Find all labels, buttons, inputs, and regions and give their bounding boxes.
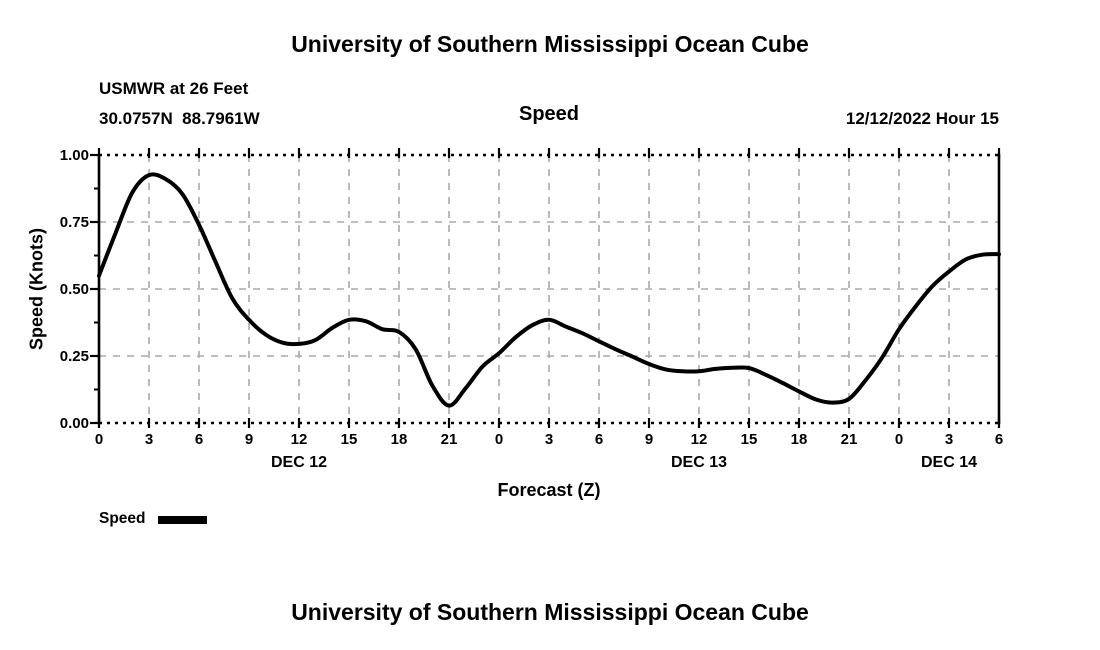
y-axis-title: Speed (Knots) <box>26 227 47 351</box>
y-tick-label: 1.00 <box>59 147 89 164</box>
x-tick-label: 15 <box>340 431 358 448</box>
x-tick-label: 6 <box>194 431 204 448</box>
day-label: DEC 13 <box>670 454 728 471</box>
x-tick-label: 3 <box>544 431 554 448</box>
x-axis-title: Forecast (Z) <box>497 480 601 500</box>
x-tick-label: 6 <box>594 431 604 448</box>
page-title: University of Southern Mississippi Ocean… <box>291 31 809 57</box>
speed-curve <box>97 172 1001 408</box>
x-tick-label: 0 <box>94 431 104 448</box>
x-tick-label: 15 <box>740 431 758 448</box>
x-tick-label: 3 <box>144 431 154 448</box>
y-tick-label: 0.00 <box>59 415 89 432</box>
x-tick-label: 9 <box>644 431 654 448</box>
legend-swatch <box>158 516 207 524</box>
x-tick-label: 12 <box>290 431 308 448</box>
y-tick-label: 0.75 <box>59 214 89 231</box>
x-tick-label: 18 <box>390 431 408 448</box>
x-tick-label: 0 <box>494 431 504 448</box>
x-tick-label: 21 <box>840 431 858 448</box>
x-tick-label: 12 <box>690 431 708 448</box>
variable-title: Speed <box>518 103 580 125</box>
y-tick-label: 0.25 <box>59 348 89 365</box>
station-coordinates-label: 30.0757N 88.7961W <box>99 109 260 128</box>
x-tick-label: 9 <box>244 431 254 448</box>
x-tick-label: 18 <box>790 431 808 448</box>
x-tick-label: 0 <box>894 431 904 448</box>
day-label: DEC 14 <box>920 454 978 471</box>
y-tick-label: 0.50 <box>59 281 89 298</box>
forecast-run-label: 12/12/2022 Hour 15 <box>845 109 999 128</box>
station-name-label: USMWR at 26 Feet <box>99 79 249 98</box>
day-label: DEC 12 <box>270 454 328 471</box>
footer-title: University of Southern Mississippi Ocean… <box>291 599 809 625</box>
x-tick-label: 3 <box>944 431 954 448</box>
legend-label: Speed <box>99 510 146 527</box>
x-tick-label: 21 <box>440 431 458 448</box>
x-tick-label: 6 <box>994 431 1004 448</box>
